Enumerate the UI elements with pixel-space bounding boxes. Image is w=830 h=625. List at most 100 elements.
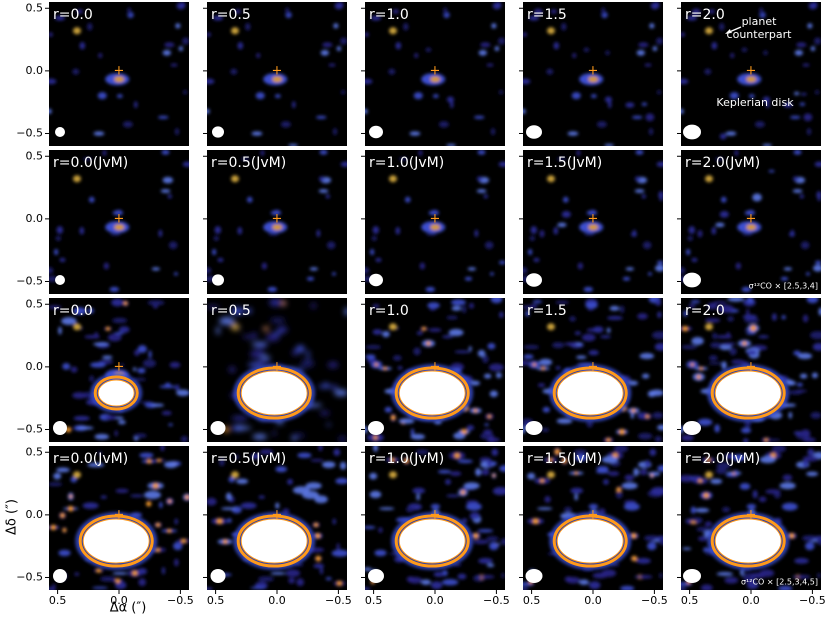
emission-peak bbox=[155, 547, 160, 553]
emission-blob bbox=[690, 506, 696, 514]
emission-blob bbox=[480, 42, 491, 48]
emission-blob bbox=[688, 475, 703, 480]
emission-blob bbox=[566, 576, 581, 584]
annotation: σ¹²CO × [2.5,3,4] bbox=[749, 282, 818, 291]
emission-blob bbox=[49, 267, 54, 274]
emission-blob bbox=[306, 276, 315, 281]
emission-blob bbox=[740, 427, 752, 434]
beam bbox=[369, 125, 383, 139]
emission-blob bbox=[332, 518, 336, 525]
emission-blob bbox=[340, 161, 347, 167]
emission-blob bbox=[160, 189, 171, 193]
emission-blob bbox=[731, 359, 746, 365]
emission-blob bbox=[652, 331, 663, 340]
emission-blob bbox=[788, 411, 793, 419]
emission-blob bbox=[799, 102, 806, 106]
emission-blob bbox=[636, 574, 653, 579]
emission-blob bbox=[176, 2, 186, 10]
star-marker: + bbox=[746, 359, 757, 374]
emission-blob bbox=[802, 459, 809, 468]
source bbox=[547, 27, 555, 35]
emission-blob bbox=[494, 46, 500, 52]
emission-blob bbox=[766, 101, 770, 109]
emission-blob bbox=[489, 541, 499, 551]
emission-blob bbox=[428, 328, 442, 332]
emission-peak bbox=[96, 568, 101, 573]
emission-peak bbox=[426, 341, 431, 346]
emission-blob bbox=[811, 372, 818, 379]
emission-blob bbox=[721, 506, 731, 513]
emission-blob bbox=[687, 235, 694, 241]
emission-blob bbox=[112, 317, 128, 324]
emission-blob bbox=[739, 483, 751, 490]
emission-blob bbox=[719, 22, 725, 31]
emission-peak bbox=[574, 471, 578, 475]
emission-peak bbox=[167, 499, 172, 504]
beam bbox=[212, 126, 224, 138]
emission-blob bbox=[704, 521, 713, 527]
emission-blob bbox=[729, 347, 737, 356]
emission-blob bbox=[313, 563, 325, 569]
emission-blob bbox=[696, 526, 710, 532]
emission-blob bbox=[644, 536, 657, 542]
beam bbox=[683, 421, 701, 435]
emission-blob bbox=[816, 191, 821, 199]
x-tick-label: −0.5 bbox=[799, 594, 826, 607]
emission-blob bbox=[292, 101, 296, 109]
panel-label: r=1.0(JvM) bbox=[369, 155, 444, 171]
emission-peak bbox=[390, 415, 396, 421]
emission-peak bbox=[105, 326, 110, 331]
disk-contour bbox=[552, 514, 628, 568]
star-marker: + bbox=[272, 507, 283, 522]
emission-blob bbox=[410, 433, 426, 440]
emission-blob bbox=[217, 257, 224, 263]
emission-blob bbox=[714, 157, 724, 161]
disk-contour bbox=[236, 366, 312, 420]
emission-blob bbox=[334, 2, 344, 10]
panel: + bbox=[681, 446, 821, 590]
emission-peak bbox=[313, 522, 319, 528]
emission-blob bbox=[302, 490, 319, 500]
emission-blob bbox=[373, 446, 378, 452]
emission-peak bbox=[473, 408, 478, 413]
emission-blob bbox=[269, 298, 282, 307]
emission-blob bbox=[794, 574, 811, 579]
emission-blob bbox=[567, 131, 579, 136]
emission-blob bbox=[581, 333, 596, 342]
emission-blob bbox=[292, 349, 298, 356]
emission-peak bbox=[454, 452, 460, 459]
emission-blob bbox=[814, 260, 821, 265]
emission-blob bbox=[176, 389, 189, 397]
emission-blob bbox=[309, 403, 323, 407]
emission-blob bbox=[332, 384, 338, 391]
emission-blob bbox=[319, 150, 328, 155]
emission-blob bbox=[573, 449, 587, 455]
emission-blob bbox=[600, 335, 612, 339]
emission-blob bbox=[544, 496, 551, 503]
x-tick-label: 0.0 bbox=[742, 594, 760, 607]
emission-blob bbox=[605, 50, 610, 56]
emission-blob bbox=[533, 8, 543, 16]
panel-label: r=0.5 bbox=[211, 303, 251, 319]
emission-blob bbox=[525, 310, 530, 317]
emission-blob bbox=[523, 305, 536, 309]
emission-blob bbox=[615, 491, 623, 499]
emission-blob bbox=[365, 344, 382, 350]
beam bbox=[369, 273, 383, 287]
emission-blob bbox=[182, 161, 189, 167]
emission-blob bbox=[688, 304, 696, 308]
emission-blob bbox=[240, 157, 250, 161]
beam bbox=[683, 569, 701, 583]
emission-blob bbox=[457, 459, 473, 464]
emission-blob bbox=[488, 363, 504, 372]
emission-blob bbox=[137, 345, 147, 353]
emission-blob bbox=[365, 32, 369, 37]
emission-blob bbox=[632, 115, 643, 120]
emission-blob bbox=[448, 328, 464, 337]
emission-blob bbox=[310, 302, 317, 309]
y-tick-label: 0.5 bbox=[26, 445, 44, 458]
emission-blob bbox=[428, 210, 440, 216]
panel-label: r=1.0 bbox=[369, 7, 409, 23]
emission-blob bbox=[365, 425, 368, 434]
emission-blob bbox=[296, 578, 305, 587]
